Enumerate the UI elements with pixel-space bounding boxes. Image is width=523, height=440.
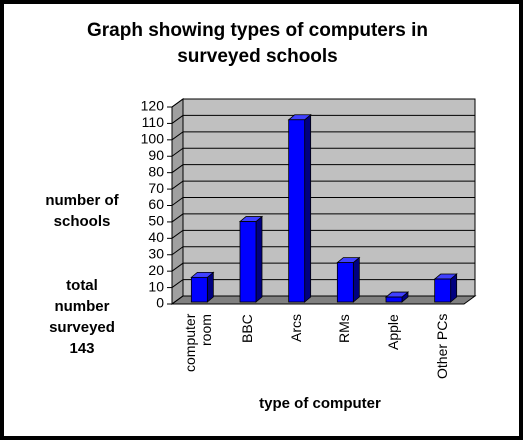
grid-line: [171, 246, 475, 256]
annotation: total number surveyed 143: [49, 277, 115, 357]
grid-line: [171, 262, 475, 272]
grid-line: [171, 180, 475, 190]
bar: [336, 262, 354, 303]
bar: [288, 119, 306, 303]
y-tick-label: 10: [148, 278, 164, 294]
bar: [434, 278, 452, 303]
y-tick-label: 60: [148, 196, 164, 212]
grid-line: [171, 197, 475, 206]
y-tick-label: 30: [148, 245, 164, 261]
grid-line: [171, 147, 475, 157]
x-tick-label: Other PCs: [433, 314, 450, 380]
grid-line: [171, 295, 475, 305]
chart-title: Graph showing types of computers in surv…: [87, 20, 428, 67]
bar-side: [352, 256, 360, 303]
x-tick-label: computer room: [182, 314, 215, 373]
y-tick-label: 90: [148, 147, 164, 163]
floor: [170, 295, 477, 305]
grid-line: [171, 164, 475, 174]
grid-line: [171, 229, 475, 239]
bar: [385, 296, 403, 303]
y-tick-label: 50: [148, 213, 164, 229]
bar-side: [304, 113, 312, 303]
y-axis-label: number of schools: [45, 192, 119, 230]
y-tick-label: 40: [148, 229, 164, 245]
grid-line: [171, 114, 475, 124]
grid-line: [171, 213, 475, 223]
y-tick-label: 20: [148, 262, 164, 278]
x-axis-label: type of computer: [259, 395, 381, 412]
bar-side: [255, 215, 263, 303]
bar: [239, 221, 257, 303]
x-tick-label: BBC: [239, 314, 255, 343]
x-tick-label: RMs: [336, 314, 353, 343]
grid-line: [171, 98, 475, 108]
y-tick-label: 0: [156, 295, 164, 311]
y-tick-label: 80: [148, 163, 164, 179]
bar: [190, 276, 208, 303]
y-tick-label: 70: [148, 180, 164, 196]
grid-line: [171, 279, 475, 288]
x-tick-label: Apple: [385, 314, 401, 350]
y-tick-label: 120: [141, 98, 165, 114]
y-tick-label: 100: [141, 131, 165, 147]
y-tick-label: 110: [142, 114, 165, 130]
grid-line: [171, 131, 475, 141]
x-tick-label: Arcs: [287, 314, 304, 342]
